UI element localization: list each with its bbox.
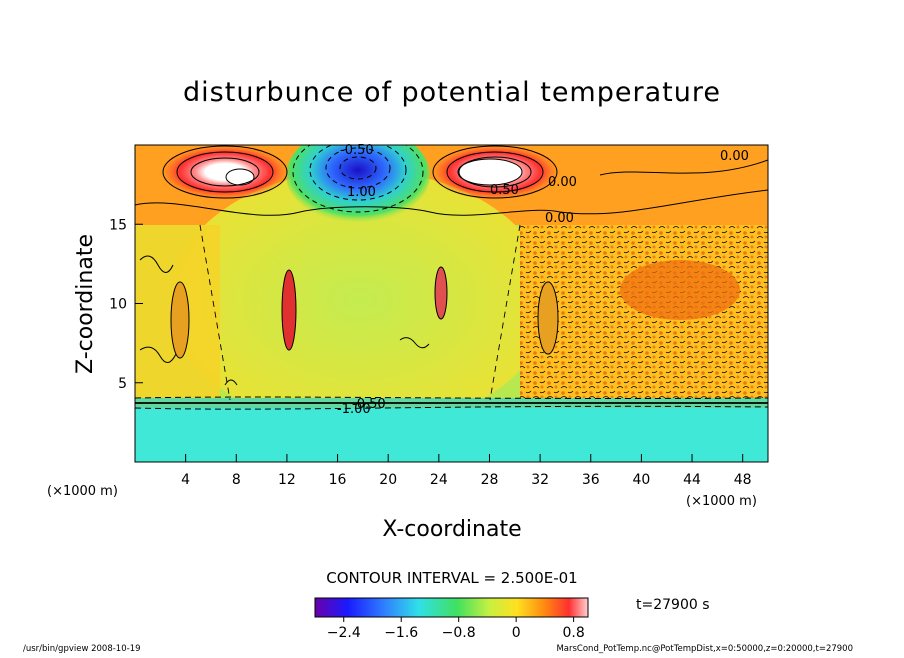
colorbar <box>314 597 589 618</box>
contour-labels: -0.50 1.00 0.50 0.00 0.00 0.00 -1.00 -0.… <box>337 143 749 417</box>
x-tick-label: 8 <box>232 472 241 488</box>
footer-right: MarsCond_PotTemp.nc@PotTempDist,x=0:5000… <box>556 644 853 654</box>
colorbar-ticks: −2.4 −1.6 −0.8 0 0.8 <box>327 617 585 641</box>
contour-interval: CONTOUR INTERVAL = 2.500E-01 <box>326 569 577 587</box>
contour-label: -0.50 <box>352 397 386 412</box>
x-tick-label: 44 <box>683 472 701 488</box>
contour-lines <box>135 145 768 410</box>
x-axis-label: X-coordinate <box>382 517 521 542</box>
right-turbulent-region <box>520 225 768 405</box>
warm-streak-left <box>281 269 297 351</box>
x-tick-label: 16 <box>329 472 347 488</box>
time-label: t=27900 s <box>636 597 710 613</box>
y-tick-label: 5 <box>118 376 127 392</box>
x-tick-label: 36 <box>582 472 600 488</box>
x-tick-label: 20 <box>379 472 397 488</box>
x-tick-label: 40 <box>632 472 650 488</box>
x-tick-label: 48 <box>734 472 752 488</box>
x-tick-label: 32 <box>531 472 549 488</box>
x-unit-right: (×1000 m) <box>686 494 757 509</box>
y-tick-label: 10 <box>109 297 127 313</box>
colorbar-tick-label: −2.4 <box>327 625 361 641</box>
contour-label: 0.00 <box>548 175 577 190</box>
contour-label: -0.50 <box>340 143 374 158</box>
y-axis: 5 10 15 <box>109 217 143 392</box>
colorbar-tick-label: 0 <box>512 625 521 641</box>
cold-bottom-layer <box>135 403 768 462</box>
warm-streak-right <box>434 266 448 320</box>
colorbar-tick-label: −0.8 <box>442 625 476 641</box>
contour-label: 0.00 <box>720 149 749 164</box>
right-warm-patch <box>620 260 740 320</box>
contour-label: 0.00 <box>545 211 574 226</box>
footer-left: /usr/bin/gpview 2008-10-19 <box>23 644 141 654</box>
interior-green-region <box>170 170 550 430</box>
hot-core-right <box>457 158 523 186</box>
x-tick-label: 24 <box>430 472 448 488</box>
x-tick-label: 4 <box>181 472 190 488</box>
x-tick-label: 12 <box>278 472 296 488</box>
chart-title: disturbunce of potential temperature <box>183 77 721 108</box>
contour-label: 1.00 <box>347 185 376 200</box>
warm-streak-far-left <box>170 281 190 359</box>
y-tick-label: 15 <box>109 217 127 233</box>
cold-pool <box>286 145 430 223</box>
x-unit-left: (×1000 m) <box>47 484 118 499</box>
contour-label: 0.50 <box>490 183 519 198</box>
warm-streak-far-right <box>537 281 559 355</box>
hot-core-left <box>225 168 255 186</box>
colorbar-tick-label: 0.8 <box>562 625 584 641</box>
plot-area <box>135 145 768 462</box>
x-axis: 4 8 12 16 20 24 28 32 36 40 44 48 <box>181 454 752 488</box>
colorbar-tick-label: −1.6 <box>384 625 418 641</box>
contour-label: -1.00 <box>337 402 371 417</box>
y-axis-label: Z-coordinate <box>73 234 98 374</box>
x-tick-label: 28 <box>481 472 499 488</box>
